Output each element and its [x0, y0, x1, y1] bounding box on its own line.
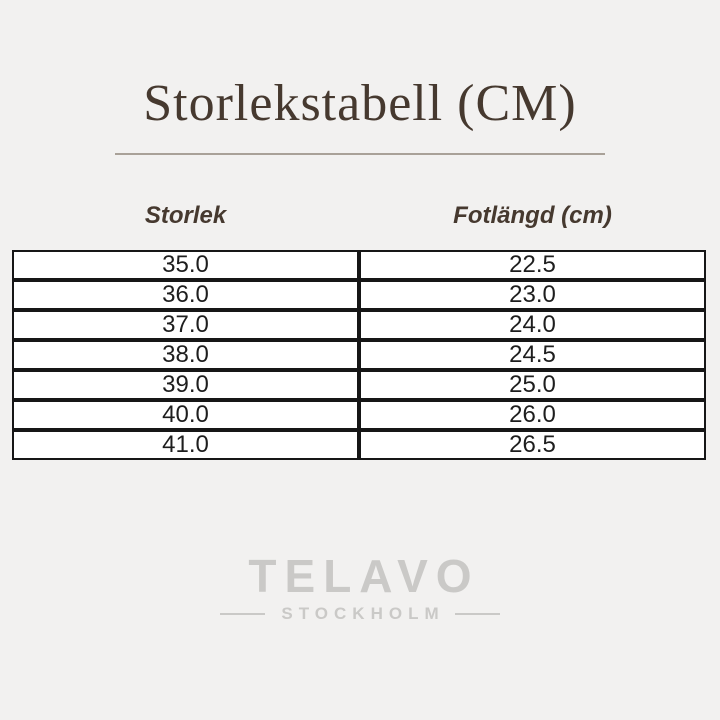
size-cell: 35.0 [12, 250, 359, 280]
foot-length-cell: 22.5 [359, 250, 706, 280]
foot-length-cell: 26.5 [359, 430, 706, 460]
table-row: 36.0 23.0 [12, 280, 706, 310]
table-row: 38.0 24.5 [12, 340, 706, 370]
foot-length-cell: 26.0 [359, 400, 706, 430]
size-cell: 36.0 [12, 280, 359, 310]
foot-length-cell: 25.0 [359, 370, 706, 400]
brand-line-right [454, 613, 500, 615]
brand-subtitle: STOCKHOLM [281, 604, 445, 623]
column-header-fotlangd: Fotlängd (cm) [453, 202, 612, 229]
size-cell: 41.0 [12, 430, 359, 460]
foot-length-cell: 24.0 [359, 310, 706, 340]
size-cell: 39.0 [12, 370, 359, 400]
table-row: 40.0 26.0 [12, 400, 706, 430]
table-row: 35.0 22.5 [12, 250, 706, 280]
brand-line-left [220, 613, 266, 615]
title-divider [115, 153, 605, 155]
brand-watermark: TELAVO STOCKHOLM [0, 552, 720, 624]
brand-logo-text: TELAVO [248, 550, 480, 602]
foot-length-cell: 24.5 [359, 340, 706, 370]
foot-length-cell: 23.0 [359, 280, 706, 310]
column-header-storlek: Storlek [144, 202, 227, 229]
table-row: 39.0 25.0 [12, 370, 706, 400]
size-cell: 38.0 [12, 340, 359, 370]
size-cell: 37.0 [12, 310, 359, 340]
size-table: 35.0 22.5 36.0 23.0 37.0 24.0 38.0 24.5 … [12, 250, 706, 460]
size-cell: 40.0 [12, 400, 359, 430]
page-title: Storlekstabell (CM) [143, 75, 577, 132]
table-row: 41.0 26.5 [12, 430, 706, 460]
table-row: 37.0 24.0 [12, 310, 706, 340]
brand-subtitle-row: STOCKHOLM [0, 604, 720, 624]
